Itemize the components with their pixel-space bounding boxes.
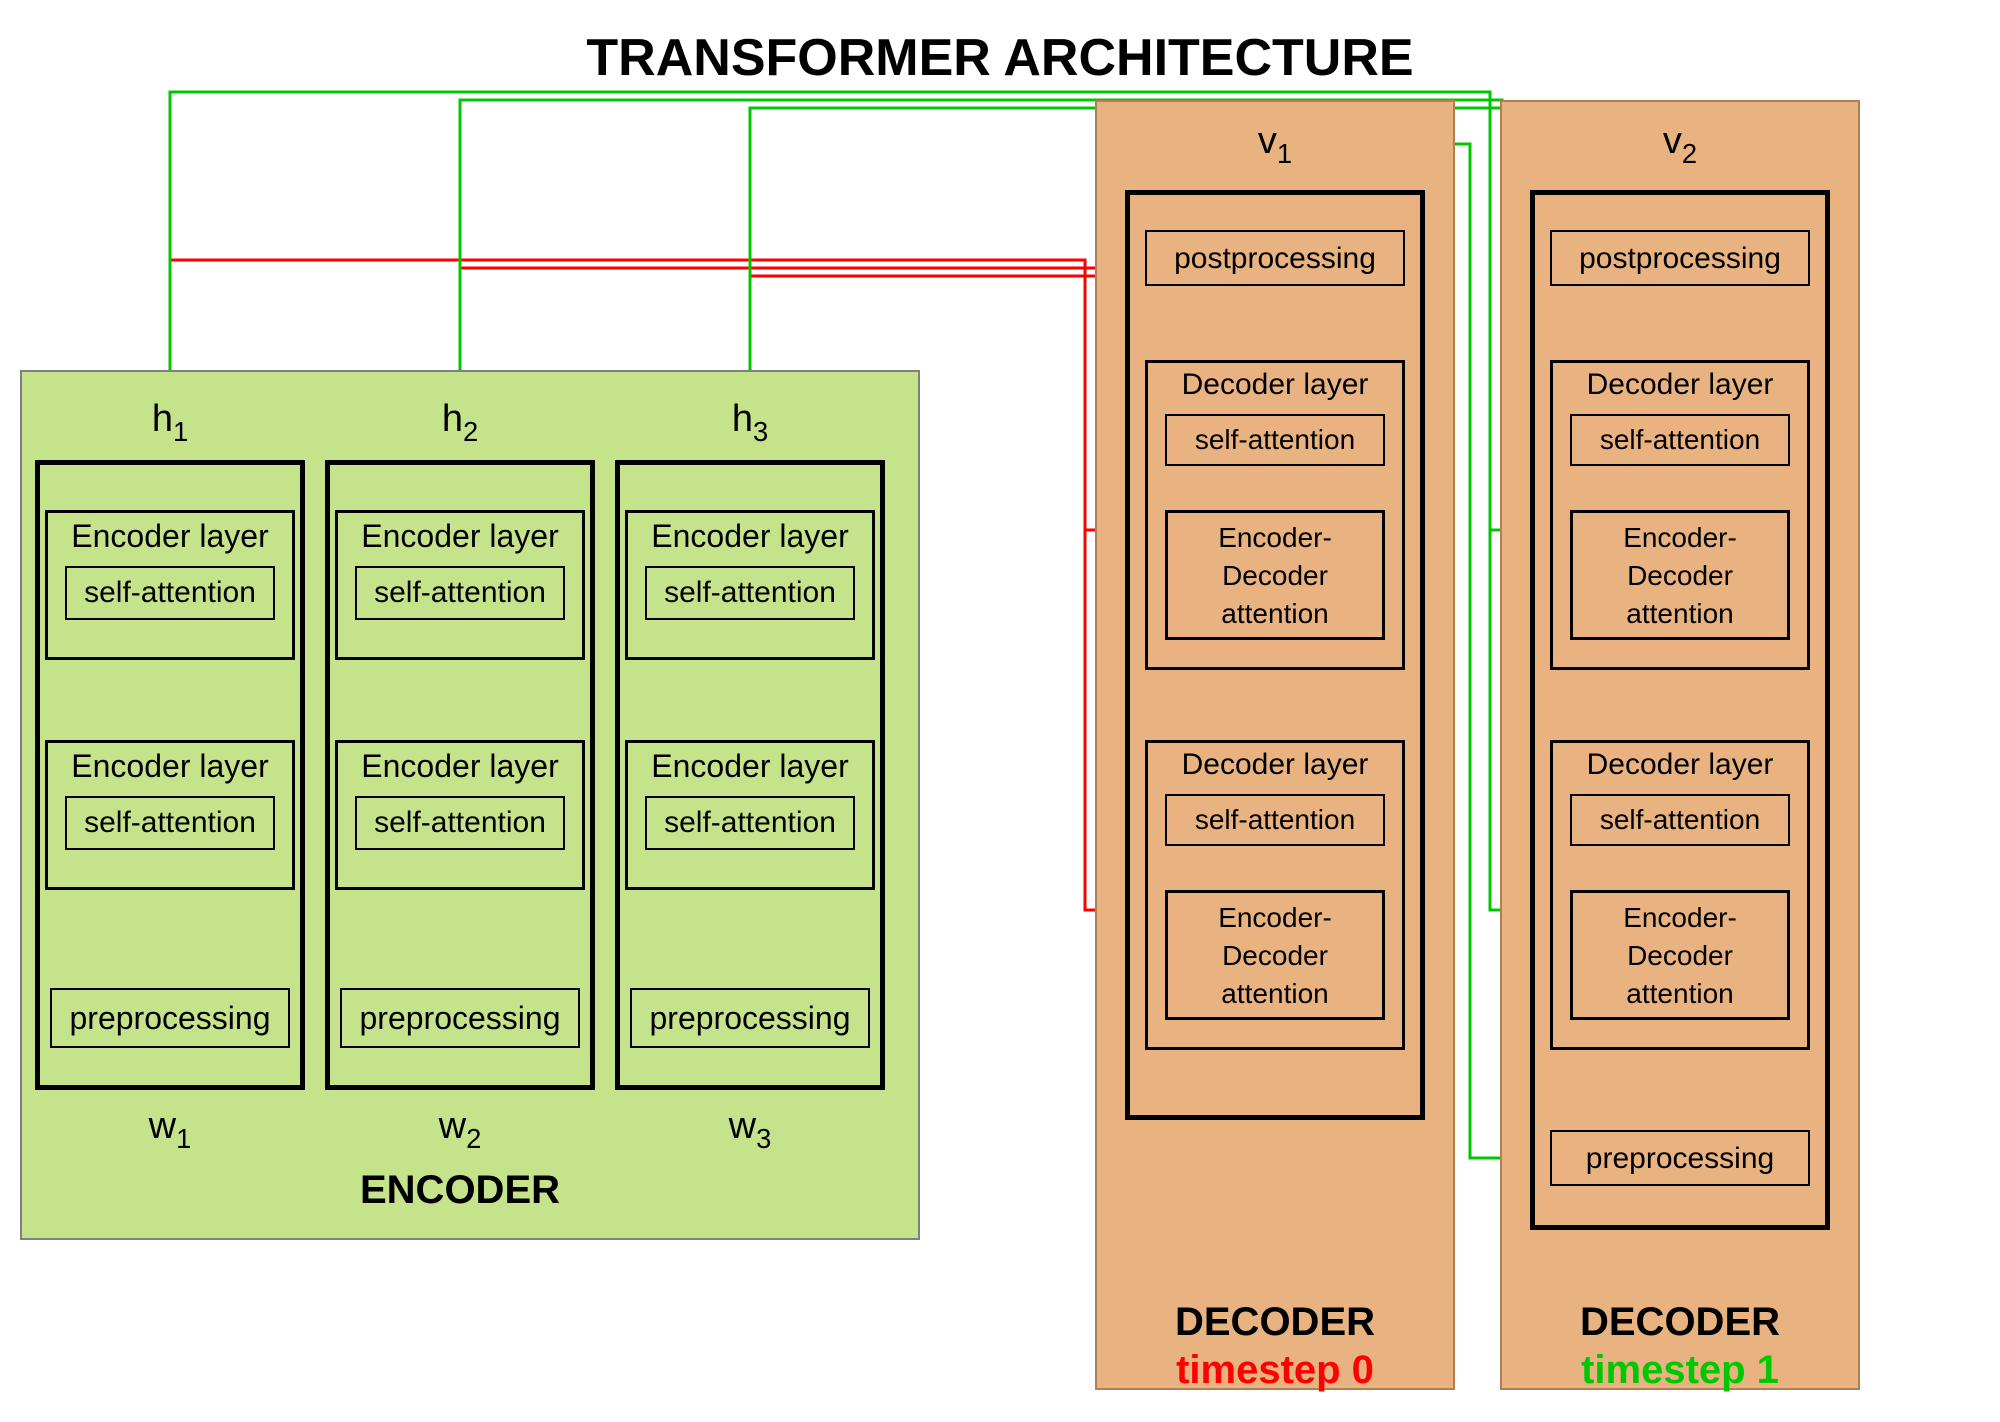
decoder-stack-1 bbox=[1530, 190, 1830, 1230]
diagram-stage: TRANSFORMER ARCHITECTUREENCODERpreproces… bbox=[0, 0, 2000, 1422]
